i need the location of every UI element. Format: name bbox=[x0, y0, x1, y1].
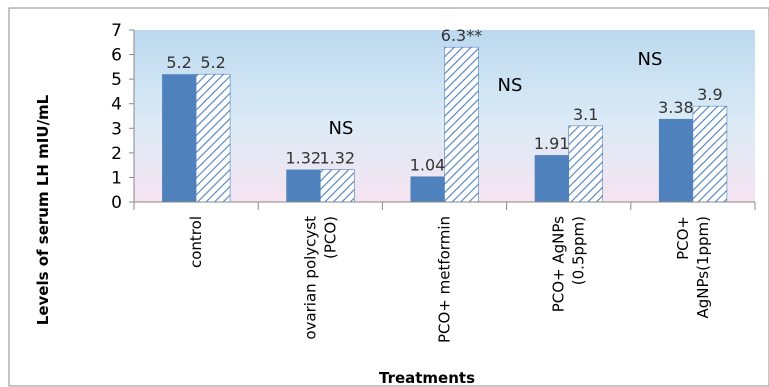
x-category-label: ovarian polycyst bbox=[301, 216, 319, 340]
x-category-label: (PCO) bbox=[321, 216, 339, 259]
y-tick-label: 2 bbox=[111, 144, 122, 164]
x-category-label: PCO+ metformin bbox=[436, 216, 454, 343]
bar-series-1 bbox=[162, 74, 197, 202]
y-tick-label: 6 bbox=[111, 46, 122, 66]
y-tick-label: 1 bbox=[111, 168, 122, 188]
bar-series-2 bbox=[568, 125, 604, 203]
bars bbox=[162, 46, 728, 203]
ns-annotation: NS bbox=[498, 75, 523, 96]
bar-series-1 bbox=[658, 118, 693, 202]
data-label: 1.04 bbox=[410, 155, 446, 174]
data-label: 5.2 bbox=[200, 53, 225, 72]
annotations: NS NS NS bbox=[329, 49, 663, 139]
y-tick-label: 3 bbox=[111, 119, 122, 139]
bar-series-1 bbox=[286, 169, 321, 202]
x-category-label: (0.5ppm) bbox=[570, 216, 588, 285]
ns-annotation: NS bbox=[329, 118, 354, 139]
data-label: 1.91 bbox=[534, 134, 570, 153]
data-label: 6.3** bbox=[441, 26, 482, 45]
y-axis-title: Levels of serum LH mIU/mL bbox=[34, 94, 52, 325]
axes: 0 1 2 3 4 5 6 7 control ovarian polycyst (PCO) PCO+… bbox=[111, 21, 756, 343]
data-label: 3.9 bbox=[697, 85, 722, 104]
data-label: 1.32 bbox=[319, 149, 355, 168]
x-axis-title: Treatments bbox=[379, 369, 475, 387]
x-category-label: PCO+ bbox=[674, 216, 692, 260]
y-tick-label: 0 bbox=[111, 193, 122, 213]
data-labels: 5.2 5.2 1.321.32 1.04 6.3** 1.913.1 3.383.9 bbox=[166, 26, 722, 174]
bar-series-2 bbox=[319, 169, 355, 203]
data-label: 3.38 bbox=[658, 98, 694, 117]
x-category-label: PCO+ AgNPs bbox=[550, 216, 568, 312]
data-label: 1.32 bbox=[285, 149, 321, 168]
x-category-label: AgNPs(1ppm) bbox=[694, 216, 712, 319]
y-tick-label: 5 bbox=[111, 70, 122, 90]
x-category-label: control bbox=[187, 216, 205, 268]
ns-annotation: NS bbox=[638, 49, 663, 70]
bar-series-2 bbox=[195, 73, 231, 203]
y-tick-label: 4 bbox=[111, 95, 122, 115]
bar-series-1 bbox=[534, 155, 569, 202]
bar-series-2 bbox=[444, 46, 479, 203]
bar-series-1 bbox=[410, 176, 445, 202]
data-label: 3.1 bbox=[573, 105, 598, 124]
y-tick-label: 7 bbox=[111, 21, 122, 41]
data-label: 5.2 bbox=[166, 53, 191, 72]
bar-series-2 bbox=[692, 105, 728, 203]
